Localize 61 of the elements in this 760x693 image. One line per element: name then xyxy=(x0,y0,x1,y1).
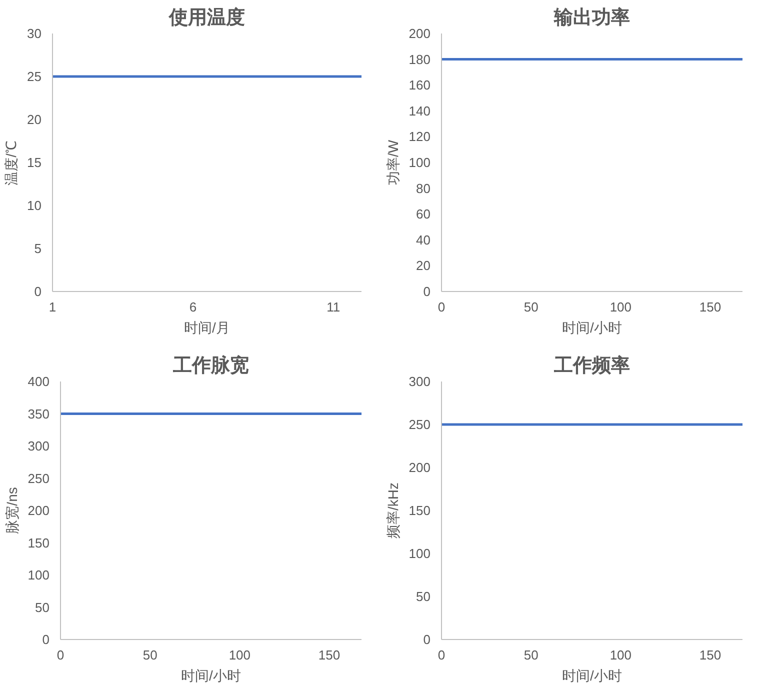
chart-title: 使用温度 xyxy=(168,6,245,28)
y-tick-label: 180 xyxy=(408,52,431,67)
y-tick-label: 120 xyxy=(408,129,431,144)
y-tick-label: 0 xyxy=(42,632,50,647)
y-axis-title: 温度/℃ xyxy=(3,140,20,186)
x-tick-label: 100 xyxy=(228,648,251,662)
y-axis-title: 频率/kHz xyxy=(384,482,401,538)
y-tick-label: 350 xyxy=(28,406,50,422)
x-tick-label: 100 xyxy=(610,648,632,662)
y-tick-label: 20 xyxy=(416,258,431,274)
y-tick-label: 250 xyxy=(28,470,50,486)
y-tick-label: 0 xyxy=(34,284,42,299)
y-tick-label: 300 xyxy=(408,374,431,389)
y-tick-label: 30 xyxy=(27,26,42,41)
x-tick-label: 50 xyxy=(524,648,538,662)
y-tick-label: 0 xyxy=(423,632,431,647)
y-tick-label: 5 xyxy=(34,241,42,256)
y-tick-label: 150 xyxy=(28,535,50,550)
x-tick-label: 1 xyxy=(48,300,56,314)
y-tick-label: 15 xyxy=(27,155,42,170)
y-tick-label: 100 xyxy=(28,568,50,582)
y-tick-label: 200 xyxy=(28,503,50,518)
chart-title: 工作脉宽 xyxy=(172,354,249,376)
y-tick-label: 40 xyxy=(416,232,431,248)
y-tick-label: 50 xyxy=(416,589,431,604)
y-tick-label: 200 xyxy=(408,26,431,41)
x-tick-label: 150 xyxy=(699,300,722,314)
y-tick-label: 25 xyxy=(27,69,42,84)
y-tick-label: 160 xyxy=(408,78,431,93)
x-tick-label: 100 xyxy=(610,300,632,314)
chart-title: 工作频率 xyxy=(553,354,630,376)
y-tick-label: 20 xyxy=(27,112,42,127)
y-tick-label: 400 xyxy=(28,374,50,389)
x-tick-label: 150 xyxy=(318,648,340,662)
y-tick-label: 300 xyxy=(28,438,50,454)
y-tick-label: 50 xyxy=(35,600,50,615)
x-tick-label: 11 xyxy=(326,300,340,314)
y-tick-label: 250 xyxy=(408,417,431,432)
x-tick-label: 6 xyxy=(189,300,197,314)
x-tick-label: 0 xyxy=(438,300,446,314)
x-tick-label: 0 xyxy=(56,648,64,662)
y-tick-label: 150 xyxy=(408,503,431,518)
chart-title: 输出功率 xyxy=(553,6,630,28)
x-tick-label: 50 xyxy=(142,648,158,662)
y-tick-label: 60 xyxy=(416,206,431,222)
y-tick-label: 100 xyxy=(408,546,431,561)
y-tick-label: 80 xyxy=(416,180,431,196)
x-tick-label: 150 xyxy=(699,648,722,662)
x-axis-title: 时间/小时 xyxy=(562,320,622,336)
y-tick-label: 0 xyxy=(423,284,431,299)
x-axis-title: 时间/小时 xyxy=(181,668,241,684)
y-tick-label: 140 xyxy=(408,103,431,118)
y-axis-title: 功率/W xyxy=(384,139,401,186)
x-axis-title: 时间/月 xyxy=(184,320,230,336)
x-axis-title: 时间/小时 xyxy=(562,668,622,684)
y-tick-label: 100 xyxy=(408,155,431,170)
y-tick-label: 200 xyxy=(408,460,431,475)
y-axis-title: 脉宽/ns xyxy=(4,487,20,534)
x-tick-label: 0 xyxy=(438,648,446,662)
y-tick-label: 10 xyxy=(27,198,42,213)
x-tick-label: 50 xyxy=(524,300,538,314)
